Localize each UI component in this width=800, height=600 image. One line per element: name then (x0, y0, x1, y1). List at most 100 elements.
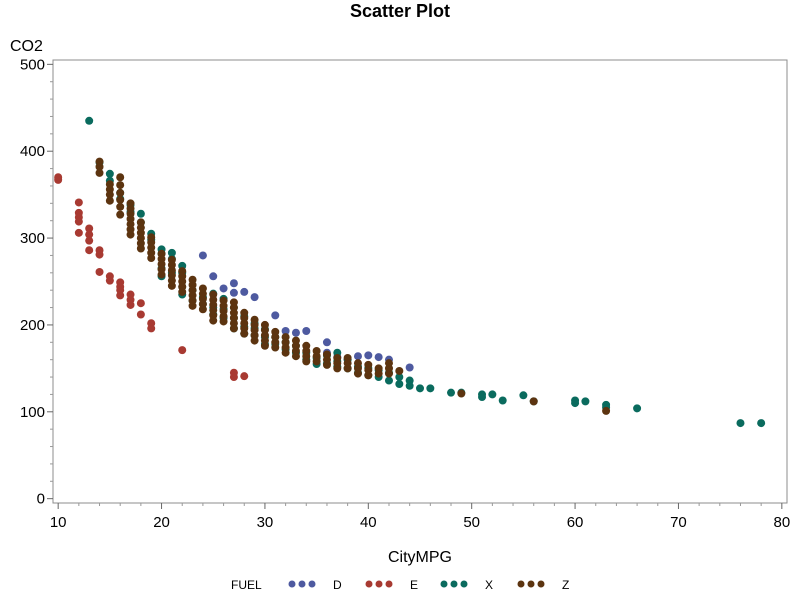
data-point-D (302, 327, 311, 336)
data-point-Z (105, 190, 114, 199)
data-point-Z (116, 173, 125, 182)
data-point-Z (333, 364, 342, 373)
data-point-D (281, 327, 290, 336)
data-point-Z (343, 364, 352, 373)
data-point-E (116, 291, 125, 300)
data-point-X (581, 397, 590, 406)
x-tick-label: 80 (773, 514, 790, 531)
data-point-E (74, 228, 83, 237)
data-point-Z (95, 168, 104, 177)
data-point-X (488, 390, 497, 399)
data-point-Z (395, 366, 404, 375)
data-point-E (136, 299, 145, 308)
data-point-E (126, 300, 135, 309)
data-point-X (136, 209, 145, 218)
data-point-E (178, 346, 187, 355)
data-point-Z (364, 371, 373, 380)
data-point-Z (105, 196, 114, 205)
x-axis-label: CityMPG (388, 549, 452, 566)
data-point-D (229, 279, 238, 288)
data-point-Z (95, 162, 104, 171)
data-point-Z (302, 357, 311, 366)
legend-title: FUEL (231, 578, 262, 592)
data-point-Z (457, 389, 466, 398)
legend-item-X: X (440, 578, 493, 592)
data-point-Z (529, 397, 538, 406)
data-point-E (54, 175, 63, 184)
x-tick-label: 30 (257, 514, 274, 531)
legend-marker-X (440, 580, 448, 588)
data-point-Z (188, 301, 197, 310)
data-point-D (209, 272, 218, 281)
data-point-E (147, 324, 156, 333)
legend-item-E: E (365, 578, 418, 592)
y-tick-label: 0 (37, 491, 45, 508)
legend-marker-Z (527, 580, 535, 588)
series-X (85, 116, 766, 428)
legend-label-Z: Z (562, 578, 569, 592)
data-point-Z (384, 369, 393, 378)
data-point-X (395, 373, 404, 382)
data-point-D (198, 251, 207, 260)
legend-item-D: D (288, 578, 342, 592)
data-point-Z (229, 324, 238, 333)
data-point-E (85, 236, 94, 245)
data-point-Z (281, 348, 290, 357)
data-point-Z (116, 188, 125, 197)
data-point-Z (178, 287, 187, 296)
data-point-E (74, 198, 83, 207)
data-point-Z (147, 254, 156, 263)
data-point-E (85, 224, 94, 233)
data-point-E (85, 246, 94, 255)
x-tick-label: 40 (360, 514, 377, 531)
x-tick-label: 20 (153, 514, 170, 531)
data-point-E (136, 310, 145, 319)
data-point-E (95, 250, 104, 259)
legend-label-X: X (485, 578, 493, 592)
data-point-Z (157, 270, 166, 279)
data-point-Z (602, 406, 611, 415)
data-points (54, 116, 766, 428)
x-tick-label: 70 (670, 514, 687, 531)
plot-area (52, 59, 788, 504)
data-point-X (395, 379, 404, 388)
data-point-Z (219, 317, 228, 326)
legend-marker-E (365, 580, 373, 588)
data-point-X (85, 116, 94, 125)
data-point-Z (322, 360, 331, 369)
data-point-Z (116, 210, 125, 219)
data-point-E (105, 276, 114, 285)
legend-marker-E (385, 580, 393, 588)
y-tick-label: 400 (20, 143, 45, 160)
legend-marker-D (308, 580, 316, 588)
data-point-X (498, 396, 507, 405)
x-tick-label: 60 (567, 514, 584, 531)
legend-label-D: D (333, 578, 342, 592)
data-point-Z (374, 369, 383, 378)
x-tick-label: 10 (50, 514, 67, 531)
data-point-X (757, 419, 766, 428)
data-point-X (384, 376, 393, 385)
chart-title: Scatter Plot (350, 1, 450, 21)
data-point-X (167, 248, 176, 257)
legend-marker-E (375, 580, 383, 588)
series-E (54, 173, 249, 382)
y-tick-label: 200 (20, 317, 45, 334)
data-point-X (633, 404, 642, 413)
x-tick-label: 50 (463, 514, 480, 531)
data-point-Z (116, 195, 125, 204)
data-point-Z (209, 316, 218, 325)
data-point-Z (116, 181, 125, 190)
data-point-D (240, 287, 249, 296)
data-point-X (105, 169, 114, 178)
data-point-D (353, 352, 362, 361)
legend-marker-X (460, 580, 468, 588)
data-point-D (291, 328, 300, 337)
data-point-Z (250, 336, 259, 345)
data-point-E (85, 230, 94, 239)
legend-marker-D (298, 580, 306, 588)
data-point-Z (116, 202, 125, 211)
x-axis: 10 20 30 40 50 60 70 80 (50, 503, 790, 531)
data-point-X (478, 393, 487, 402)
